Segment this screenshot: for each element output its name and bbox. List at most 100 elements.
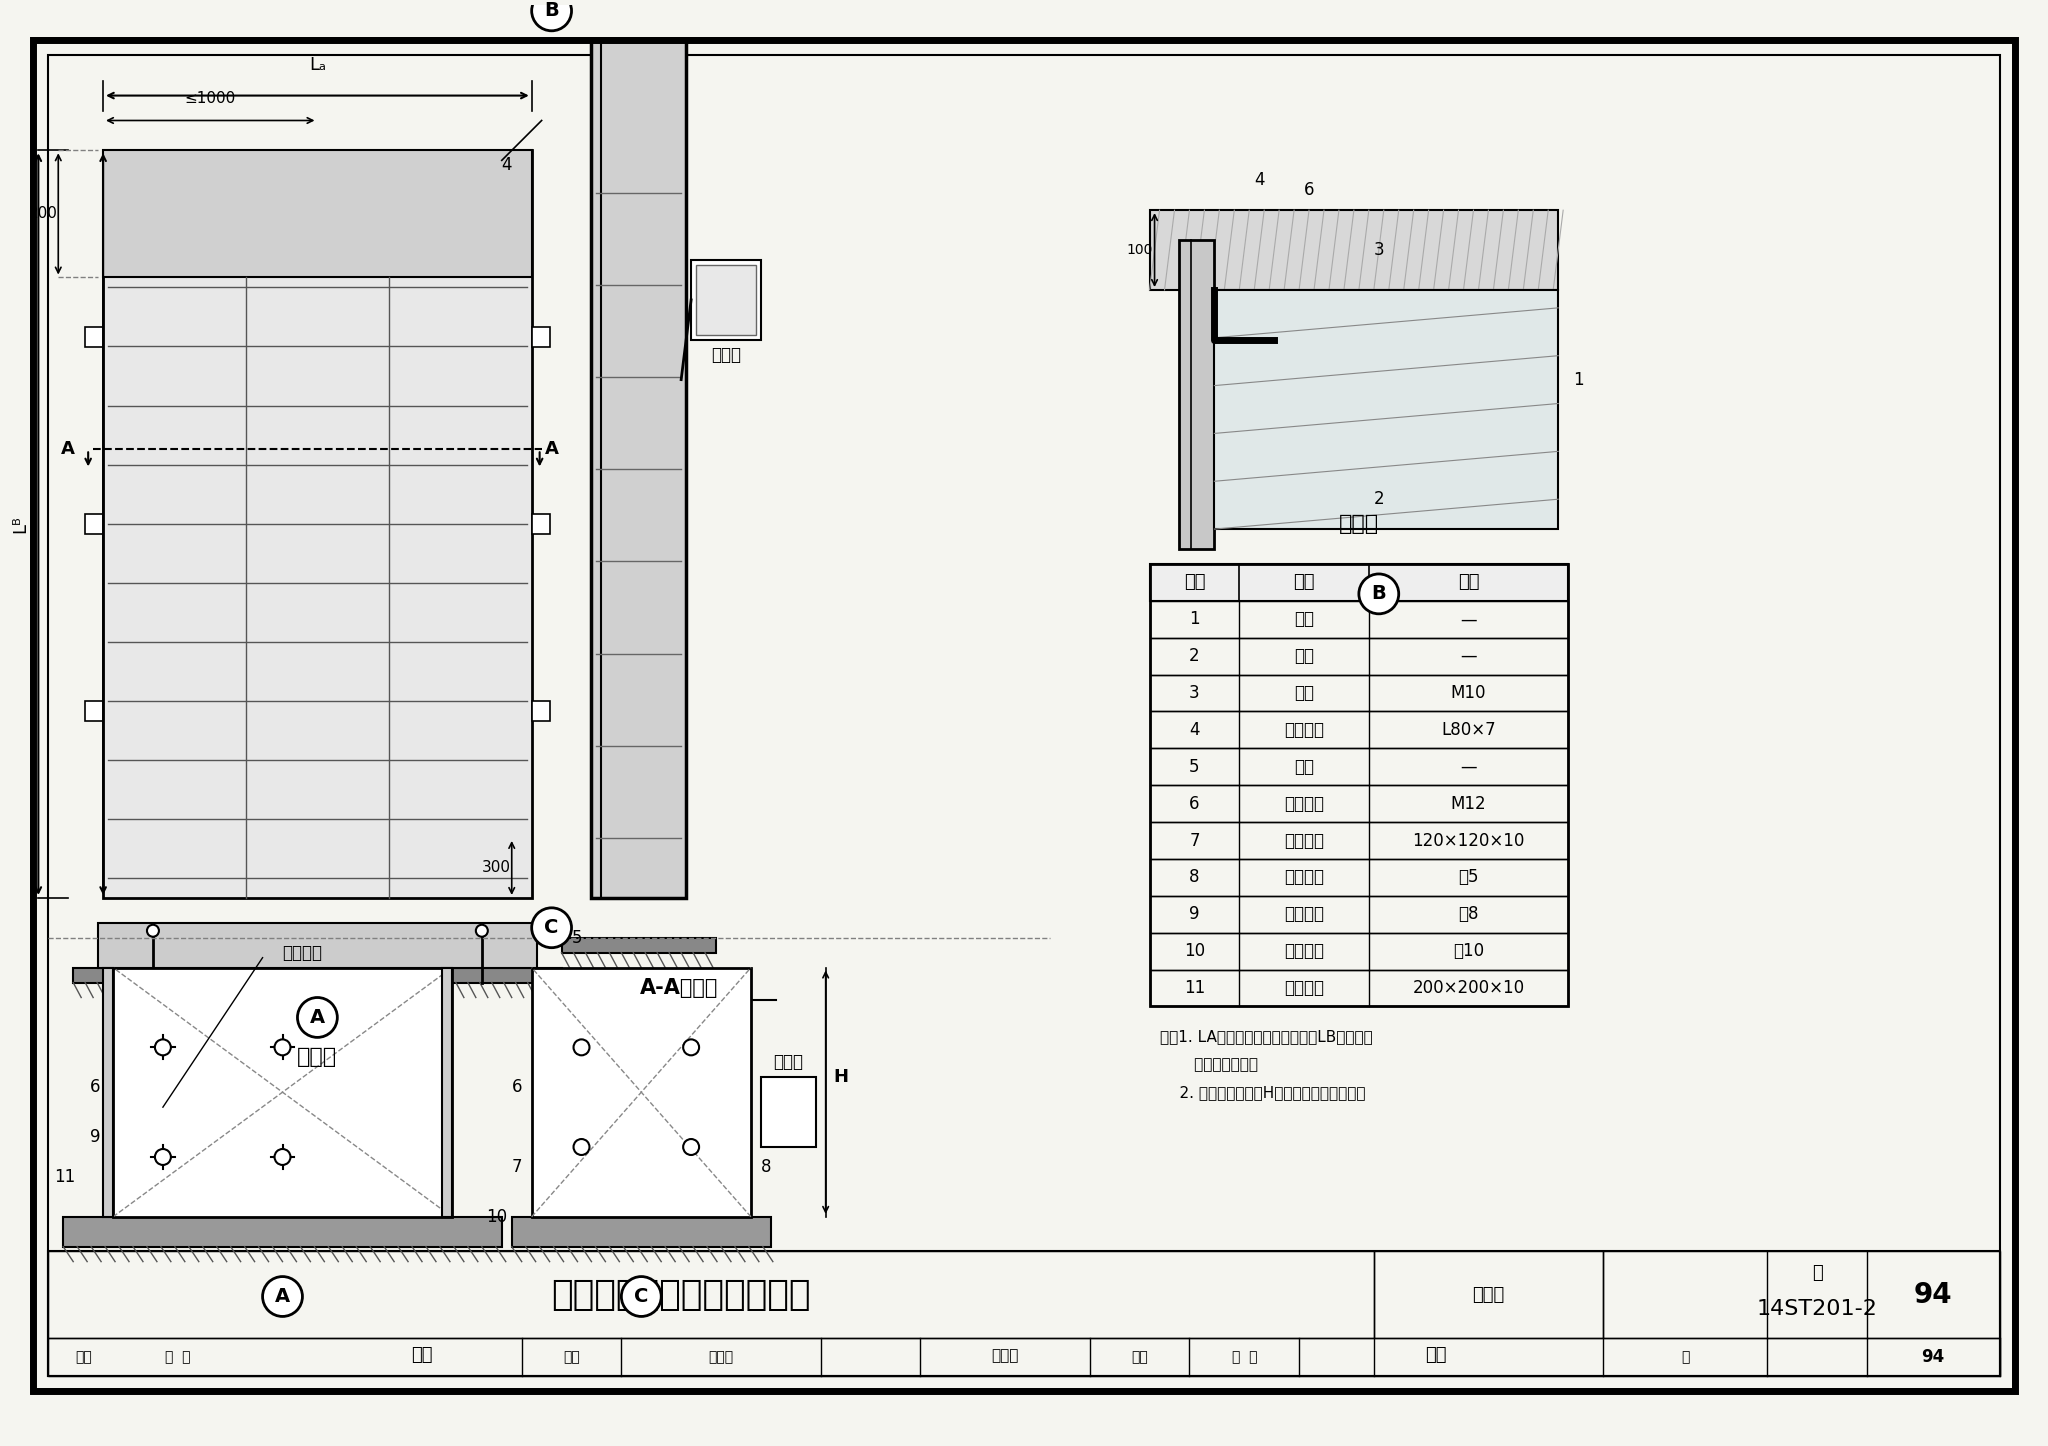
Bar [74, 967, 561, 983]
Text: 赵东明: 赵东明 [991, 1348, 1018, 1362]
Text: 11: 11 [55, 1168, 76, 1186]
Circle shape [621, 1277, 662, 1316]
Text: 执行器: 执行器 [711, 346, 741, 364]
Text: —: — [1460, 648, 1477, 665]
Text: 螺栓: 螺栓 [1294, 684, 1315, 703]
Text: A: A [274, 1287, 291, 1306]
Circle shape [684, 1040, 698, 1056]
Circle shape [573, 1040, 590, 1056]
Text: Lᴮ: Lᴮ [12, 515, 29, 534]
Text: 7: 7 [512, 1158, 522, 1176]
Text: 叶片垂直方向。: 叶片垂直方向。 [1159, 1057, 1257, 1071]
Text: 100: 100 [1126, 243, 1153, 257]
Text: M12: M12 [1450, 795, 1487, 813]
Text: 赵东明: 赵东明 [709, 1351, 733, 1364]
Text: 设计: 设计 [1130, 1351, 1149, 1364]
Text: 1: 1 [1573, 370, 1583, 389]
Circle shape [684, 1139, 698, 1155]
Text: 楼板: 楼板 [1294, 758, 1315, 777]
Text: 5: 5 [1190, 758, 1200, 777]
Bar [512, 1216, 770, 1246]
Text: 页: 页 [1812, 1264, 1823, 1281]
Bar [696, 265, 756, 335]
Text: 组合风阀: 组合风阀 [283, 944, 322, 962]
Bar [532, 515, 549, 534]
Text: 刘  燕: 刘 燕 [166, 1351, 190, 1364]
Circle shape [532, 908, 571, 947]
Text: 镀锌槽钢: 镀锌槽钢 [1284, 869, 1325, 886]
Text: 94: 94 [1921, 1348, 1944, 1366]
Bar [113, 967, 453, 1216]
Text: 4: 4 [1253, 171, 1264, 189]
Text: A: A [309, 1008, 326, 1027]
Text: B: B [545, 1, 559, 20]
Text: ≤1000: ≤1000 [184, 91, 236, 106]
Text: 风阀: 风阀 [1294, 610, 1315, 629]
Text: 10: 10 [485, 1207, 508, 1226]
Text: 刘  旭: 刘 旭 [1231, 1351, 1257, 1364]
Circle shape [274, 1040, 291, 1056]
Bar [762, 1077, 815, 1147]
Text: 校对: 校对 [563, 1351, 580, 1364]
Text: 11: 11 [1184, 979, 1204, 998]
Bar [1149, 897, 1569, 933]
Text: 4: 4 [502, 156, 512, 175]
Bar [532, 701, 549, 722]
Bar [442, 967, 453, 1216]
Bar [1149, 823, 1569, 859]
Bar [1149, 564, 1569, 602]
Text: C: C [635, 1287, 649, 1306]
Circle shape [156, 1150, 170, 1165]
Bar [1149, 859, 1569, 897]
Text: 执行器: 执行器 [772, 1053, 803, 1071]
Text: 镀锌钢板: 镀锌钢板 [1284, 831, 1325, 850]
Bar [1149, 675, 1569, 711]
Text: 立式电动组合风阀有梁安装: 立式电动组合风阀有梁安装 [551, 1277, 811, 1312]
Bar [49, 1251, 1374, 1339]
Bar [1149, 210, 1559, 289]
Bar [1180, 240, 1214, 549]
Text: 10: 10 [1184, 943, 1204, 960]
Text: 9: 9 [90, 1128, 100, 1147]
Text: 注：1. LA表示阀体叶片长度方向，LB表示阀体: 注：1. LA表示阀体叶片长度方向，LB表示阀体 [1159, 1030, 1372, 1044]
Bar [1149, 970, 1569, 1006]
Text: 8: 8 [760, 1158, 772, 1176]
Circle shape [475, 925, 487, 937]
Text: 镀锌钢板: 镀锌钢板 [1284, 979, 1325, 998]
Bar [1374, 1251, 1604, 1339]
Text: 立面图: 立面图 [297, 1047, 338, 1067]
Bar [1149, 933, 1569, 970]
Text: 9: 9 [1190, 905, 1200, 924]
Text: 6: 6 [90, 1079, 100, 1096]
Text: 底框: 底框 [1294, 648, 1315, 665]
Bar [1149, 785, 1569, 823]
Bar [1149, 638, 1569, 675]
Text: 审核: 审核 [76, 1351, 92, 1364]
Circle shape [147, 925, 160, 937]
Text: L80×7: L80×7 [1442, 722, 1495, 739]
Text: A: A [61, 441, 76, 458]
Text: 镀锌角钢: 镀锌角钢 [1284, 722, 1325, 739]
Circle shape [262, 1277, 303, 1316]
Text: 4: 4 [1190, 722, 1200, 739]
Bar [1149, 749, 1569, 785]
Text: 6: 6 [1190, 795, 1200, 813]
Bar [532, 327, 549, 347]
Circle shape [1360, 574, 1399, 613]
Text: 6: 6 [512, 1079, 522, 1096]
Text: 材料表: 材料表 [1339, 515, 1378, 534]
Bar [1604, 1251, 1999, 1339]
Bar [63, 1216, 502, 1246]
Bar [98, 923, 537, 967]
Text: C: C [545, 918, 559, 937]
Bar [86, 701, 102, 722]
Text: H: H [834, 1069, 848, 1086]
Text: 8: 8 [1190, 869, 1200, 886]
Text: ［10: ［10 [1452, 943, 1485, 960]
Bar [86, 515, 102, 534]
Text: —: — [1460, 758, 1477, 777]
Text: 图集号: 图集号 [1473, 1285, 1505, 1303]
Circle shape [274, 1150, 291, 1165]
Text: 3: 3 [1190, 684, 1200, 703]
Bar [1149, 602, 1569, 638]
